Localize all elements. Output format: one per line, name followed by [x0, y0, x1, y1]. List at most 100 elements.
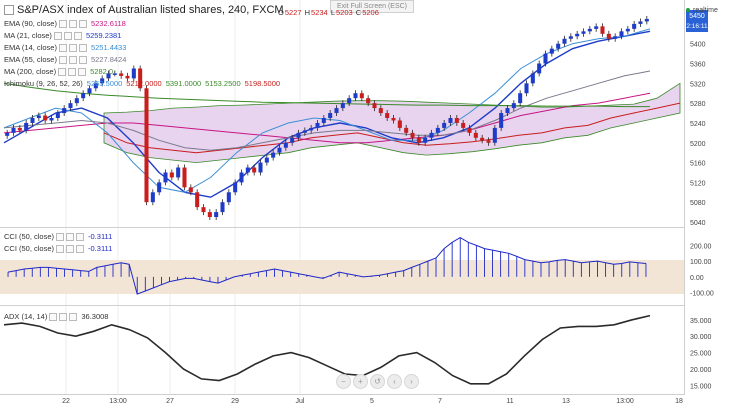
candle-body: [486, 140, 491, 143]
candle-body: [220, 202, 225, 213]
legend-ema90[interactable]: EMA (90, close) 5232.6118: [4, 19, 126, 29]
legend-cci-2[interactable]: CCI (50, close) -0.3111: [4, 244, 113, 254]
settings-icon[interactable]: [68, 56, 77, 65]
legend-ma200[interactable]: MA (200, close) 5282.0: [4, 67, 113, 77]
candle-body: [328, 113, 333, 118]
eye-icon[interactable]: [58, 68, 67, 77]
high-value: 5234: [311, 8, 328, 17]
price-tick-label: 5200: [690, 141, 706, 148]
eye-icon[interactable]: [58, 56, 67, 65]
price-tick-label: 5040: [690, 220, 706, 227]
eye-icon[interactable]: [56, 245, 65, 254]
ma-line: [3, 30, 651, 198]
close-icon[interactable]: [78, 68, 87, 77]
ichimoku-value-3: 5391.0000: [165, 79, 202, 88]
candle-body: [480, 137, 485, 141]
candle-body: [271, 152, 276, 158]
price-tick-label: 5120: [690, 180, 706, 187]
candle-body: [575, 33, 580, 37]
eye-icon[interactable]: [58, 44, 67, 53]
low-label: L: [330, 8, 335, 17]
legend-ma21[interactable]: MA (21, close) 5259.2381: [4, 31, 121, 41]
reset-icon[interactable]: ↺: [370, 374, 385, 389]
legend-ema55[interactable]: EMA (55, close) 5227.8424: [4, 55, 127, 65]
candle-body: [416, 137, 421, 143]
legend-ema14[interactable]: EMA (14, close) 5251.4433: [4, 43, 126, 53]
settings-icon[interactable]: [68, 68, 77, 77]
last-price-marker: 5450 2:16:11: [686, 10, 708, 32]
candle-body: [397, 120, 402, 128]
symbol-icon[interactable]: [4, 5, 14, 16]
candle-body: [606, 33, 611, 39]
cci-axis[interactable]: 200.00 100.00 0.00 -100.00: [690, 243, 714, 297]
close-icon[interactable]: [78, 56, 87, 65]
realtime-dot-icon: [686, 8, 690, 13]
candle-body: [144, 88, 149, 203]
candle-body: [594, 26, 599, 29]
zoom-out-icon[interactable]: −: [336, 374, 351, 389]
candle-body: [518, 93, 523, 104]
eye-icon[interactable]: [49, 313, 58, 322]
candle-body: [68, 103, 73, 109]
exit-fullscreen-button[interactable]: Exit Full Screen (ESC): [330, 0, 414, 13]
candle-body: [226, 192, 231, 203]
candle-body: [467, 127, 472, 133]
legend-cci-1[interactable]: CCI (50, close) -0.3111: [4, 232, 113, 242]
close-icon[interactable]: [73, 32, 82, 41]
settings-icon[interactable]: [66, 245, 75, 254]
adx-tick-label: 20.000: [690, 367, 712, 374]
ichimoku-cloud: [103, 82, 681, 164]
chart-title: S&P/ASX index of Australian listed share…: [4, 4, 284, 16]
candle-body: [378, 108, 383, 114]
ichimoku-value-5: 5198.5000: [244, 79, 281, 88]
close-icon[interactable]: [76, 245, 85, 254]
adx-tick-label: 15.000: [690, 383, 712, 390]
settings-icon[interactable]: [66, 233, 75, 242]
candle-body: [353, 93, 358, 99]
open-value: 5227: [284, 8, 302, 17]
close-icon[interactable]: [78, 20, 87, 29]
candle-body: [5, 132, 10, 136]
zoom-in-icon[interactable]: +: [353, 374, 368, 389]
candle-body: [106, 73, 111, 79]
close-icon[interactable]: [78, 44, 87, 53]
settings-icon[interactable]: [63, 32, 72, 41]
eye-icon[interactable]: [53, 32, 62, 41]
legend-ema90-label: EMA (90, close): [4, 19, 57, 28]
settings-icon[interactable]: [59, 313, 68, 322]
next-icon[interactable]: ›: [404, 374, 419, 389]
legend-cci-2-value: -0.3111: [88, 244, 113, 253]
legend-cci-1-value: -0.3111: [88, 232, 113, 241]
settings-icon[interactable]: [68, 20, 77, 29]
candle-body: [43, 115, 48, 121]
candle-body: [562, 38, 567, 44]
candle-body: [214, 212, 219, 218]
chart-title-text: S&P/ASX index of Australian listed share…: [17, 4, 284, 16]
candle-body: [258, 162, 263, 173]
eye-icon[interactable]: [58, 20, 67, 29]
legend-ema55-value: 5227.8424: [90, 55, 127, 64]
candle-body: [556, 43, 561, 49]
legend-adx[interactable]: ADX (14, 14) 36.3008: [4, 312, 108, 322]
time-tick-label: 18: [675, 398, 683, 405]
eye-icon[interactable]: [56, 233, 65, 242]
candle-body: [511, 103, 516, 109]
adx-axis[interactable]: 35.000 30.000 25.000 20.000 15.000: [690, 318, 712, 391]
legend-ma200-label: MA (200, close): [4, 67, 57, 76]
close-icon[interactable]: [69, 313, 78, 322]
moving-average-lines: [3, 28, 651, 198]
legend-ma21-label: MA (21, close): [4, 31, 52, 40]
prev-icon[interactable]: ‹: [387, 374, 402, 389]
settings-icon[interactable]: [68, 44, 77, 53]
price-axis[interactable]: 5440540053605320528052405200516051205080…: [690, 22, 706, 227]
candle-body: [543, 53, 548, 64]
time-axis[interactable]: 22 13:00 27 29 Jul 5 7 11 13 13:00 18: [62, 398, 683, 405]
candle-body: [366, 98, 371, 104]
candle-body: [24, 122, 29, 131]
price-tick-label: 5160: [690, 161, 706, 168]
legend-ichimoku[interactable]: Ichimoku (9, 26, 52, 26) 5263.5000 5212.00…: [4, 79, 284, 88]
candle-body: [81, 93, 86, 99]
close-icon[interactable]: [76, 233, 85, 242]
candle-body: [264, 157, 269, 163]
